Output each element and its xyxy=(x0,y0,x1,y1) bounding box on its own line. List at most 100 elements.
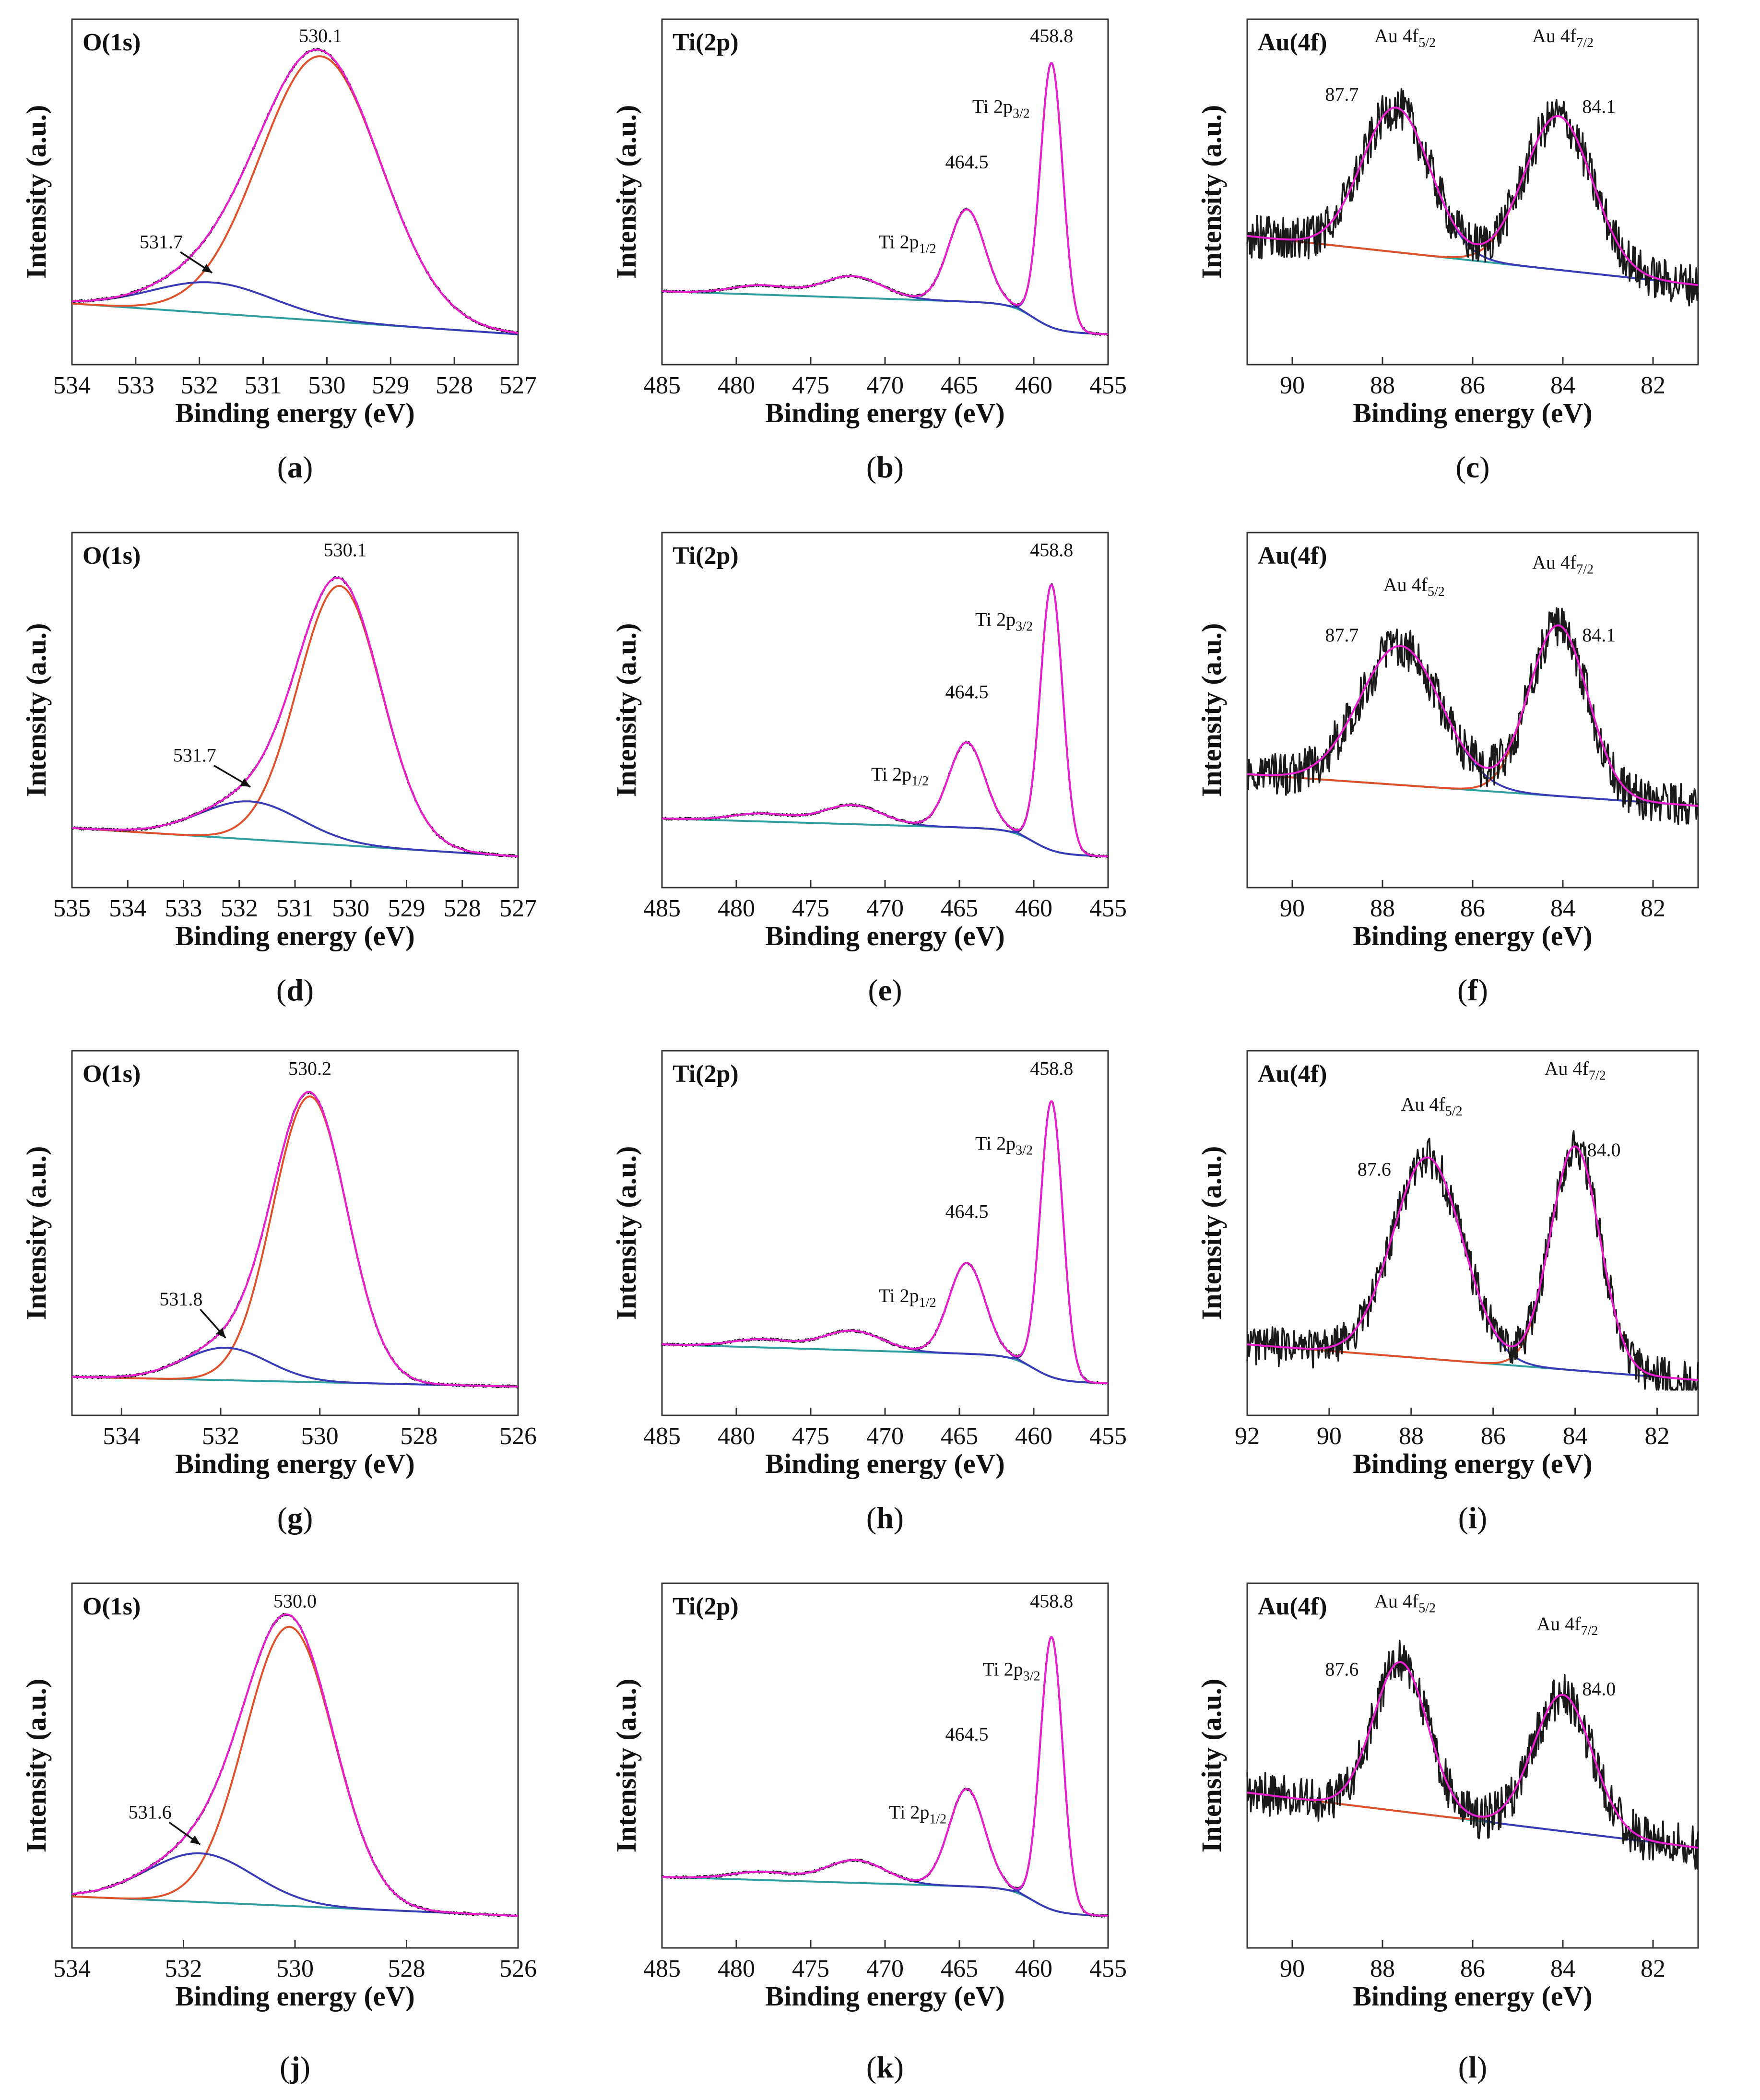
caption-letter: c xyxy=(1466,450,1479,484)
x-tick-label: 455 xyxy=(1089,895,1127,922)
x-tick-label: 90 xyxy=(1280,372,1305,399)
peak-label-subscript: 5/2 xyxy=(1418,36,1436,50)
peak-label-subscript: 5/2 xyxy=(1418,1601,1436,1616)
plot-frame xyxy=(661,532,1109,889)
caption-letter: g xyxy=(287,1501,303,1535)
peak-label-text: Au 4f xyxy=(1374,1590,1419,1612)
peak-label-subscript: 3/2 xyxy=(1016,1143,1033,1158)
plot-frame xyxy=(1246,1050,1699,1416)
fitted-envelope xyxy=(661,1100,1109,1385)
peak-label-text: 530.1 xyxy=(299,25,342,47)
panel-title: Au(4f) xyxy=(1258,29,1327,56)
y-axis-title: Intensity (a.u.) xyxy=(21,1146,52,1320)
peak-label-text: 458.8 xyxy=(1030,1590,1073,1612)
peak-label: Au 4f5/2 xyxy=(1383,574,1445,599)
y-axis-title: Intensity (a.u.) xyxy=(21,105,52,279)
x-axis-title: Binding energy (eV) xyxy=(1353,1981,1592,2012)
peak-label-text: 458.8 xyxy=(1030,25,1073,47)
peak-label: Ti 2p3/2 xyxy=(975,1132,1033,1158)
fitted-envelope xyxy=(661,1636,1109,1917)
x-axis-title: Binding energy (eV) xyxy=(1353,1448,1592,1479)
panel-title: O(1s) xyxy=(83,542,141,569)
peak-label-subscript: 3/2 xyxy=(1016,619,1033,634)
peak-label-text: Ti 2p xyxy=(889,1801,929,1823)
x-tick-label: 475 xyxy=(792,1423,829,1450)
x-tick-label: 530 xyxy=(308,372,345,399)
background-curve xyxy=(661,1876,1109,1917)
plot-frame xyxy=(71,18,519,366)
x-tick-label: 470 xyxy=(866,1955,904,1982)
panel-title: Ti(2p) xyxy=(673,1593,739,1620)
plot-frame xyxy=(1246,18,1699,366)
y-axis-title: Intensity (a.u.) xyxy=(611,1146,642,1320)
panel-title: O(1s) xyxy=(83,29,141,56)
peak-label-text: Ti 2p xyxy=(975,1132,1016,1154)
x-tick-label: 533 xyxy=(165,895,202,922)
raw-spectrum xyxy=(71,1091,519,1389)
annotation-arrowhead xyxy=(201,264,213,273)
x-tick-label: 475 xyxy=(792,372,829,399)
x-tick-label: 460 xyxy=(1015,372,1052,399)
panel-caption: (e) xyxy=(868,973,902,1007)
x-tick-label: 86 xyxy=(1460,372,1485,399)
raw-spectrum xyxy=(1246,88,1699,307)
peak-label: 87.7 xyxy=(1325,83,1358,105)
y-axis-title: Intensity (a.u.) xyxy=(1196,1679,1227,1853)
peak-label: 464.5 xyxy=(945,151,989,173)
x-tick-label: 455 xyxy=(1089,1423,1127,1450)
plot-frame xyxy=(71,1582,519,1949)
caption-letter: b xyxy=(876,450,894,484)
background-curve xyxy=(661,290,1109,335)
peak-label-text: 458.8 xyxy=(1030,539,1073,560)
x-tick-label: 527 xyxy=(499,895,537,922)
peak-label: Au 4f7/2 xyxy=(1545,1058,1606,1083)
caption-letter: e xyxy=(878,973,892,1007)
y-axis-title: Intensity (a.u.) xyxy=(1196,105,1227,279)
fitted-envelope xyxy=(661,62,1109,335)
x-axis-title: Binding energy (eV) xyxy=(765,1981,1004,2012)
peak-label: 84.1 xyxy=(1582,624,1616,646)
peak-label: 458.8 xyxy=(1030,1590,1073,1612)
x-tick-label: 532 xyxy=(202,1423,239,1450)
annotation-arrowhead xyxy=(216,1328,226,1338)
x-tick-label: 90 xyxy=(1317,1423,1342,1450)
peak-label: Au 4f5/2 xyxy=(1401,1093,1463,1119)
x-axis-title: Binding energy (eV) xyxy=(765,397,1004,428)
caption-letter: f xyxy=(1467,973,1478,1007)
peak-label: Ti 2p3/2 xyxy=(972,95,1030,121)
peak-label-subscript: 1/2 xyxy=(911,774,929,789)
peak-label-subscript: 7/2 xyxy=(1589,1068,1606,1083)
panel-title: Au(4f) xyxy=(1258,1060,1327,1088)
x-tick-label: 485 xyxy=(643,895,681,922)
y-axis-title: Intensity (a.u.) xyxy=(21,1679,52,1853)
panel-a: 534 533 532 531 530 529 528 527 Binding energy (… xyxy=(21,18,537,484)
peak-label-text: Ti 2p xyxy=(879,1285,919,1306)
x-axis-title: Binding energy (eV) xyxy=(175,1448,414,1479)
annotation-arrowhead xyxy=(189,1835,201,1845)
panel-b: 485 480 475 470 465 460 455 Binding energy (eV)… xyxy=(611,18,1127,484)
panel-title: O(1s) xyxy=(83,1593,141,1620)
caption-letter: l xyxy=(1468,2050,1477,2084)
x-tick-label: 92 xyxy=(1235,1423,1260,1450)
panel-title: Au(4f) xyxy=(1258,542,1327,569)
peak-label-text: 87.7 xyxy=(1325,83,1358,105)
panel-caption: (c) xyxy=(1455,450,1489,484)
x-axis-title: Binding energy (eV) xyxy=(765,920,1004,951)
panel-caption: (a) xyxy=(277,450,313,484)
x-tick-label: 84 xyxy=(1563,1423,1588,1450)
panel-d: 535 534 533 532 531 530 529 528 527 Binding energ… xyxy=(21,532,537,1007)
peak-label: Ti 2p3/2 xyxy=(983,1659,1040,1684)
peak-label-text: Ti 2p xyxy=(879,231,919,252)
caption-letter: d xyxy=(286,973,304,1007)
y-axis-title: Intensity (a.u.) xyxy=(611,1679,642,1853)
x-tick-label: 485 xyxy=(643,372,681,399)
x-tick-label: 88 xyxy=(1370,895,1395,922)
peak-label: 87.6 xyxy=(1325,1659,1358,1680)
peak-label: Au 4f7/2 xyxy=(1536,1613,1598,1638)
peak-label: 87.7 xyxy=(1325,624,1358,646)
fitted-envelope xyxy=(71,1091,519,1388)
x-tick-label: 90 xyxy=(1280,895,1305,922)
panel-title: Ti(2p) xyxy=(673,1060,739,1088)
peak-label-subscript: 3/2 xyxy=(1023,1669,1040,1684)
panel-title: Au(4f) xyxy=(1258,1593,1327,1620)
